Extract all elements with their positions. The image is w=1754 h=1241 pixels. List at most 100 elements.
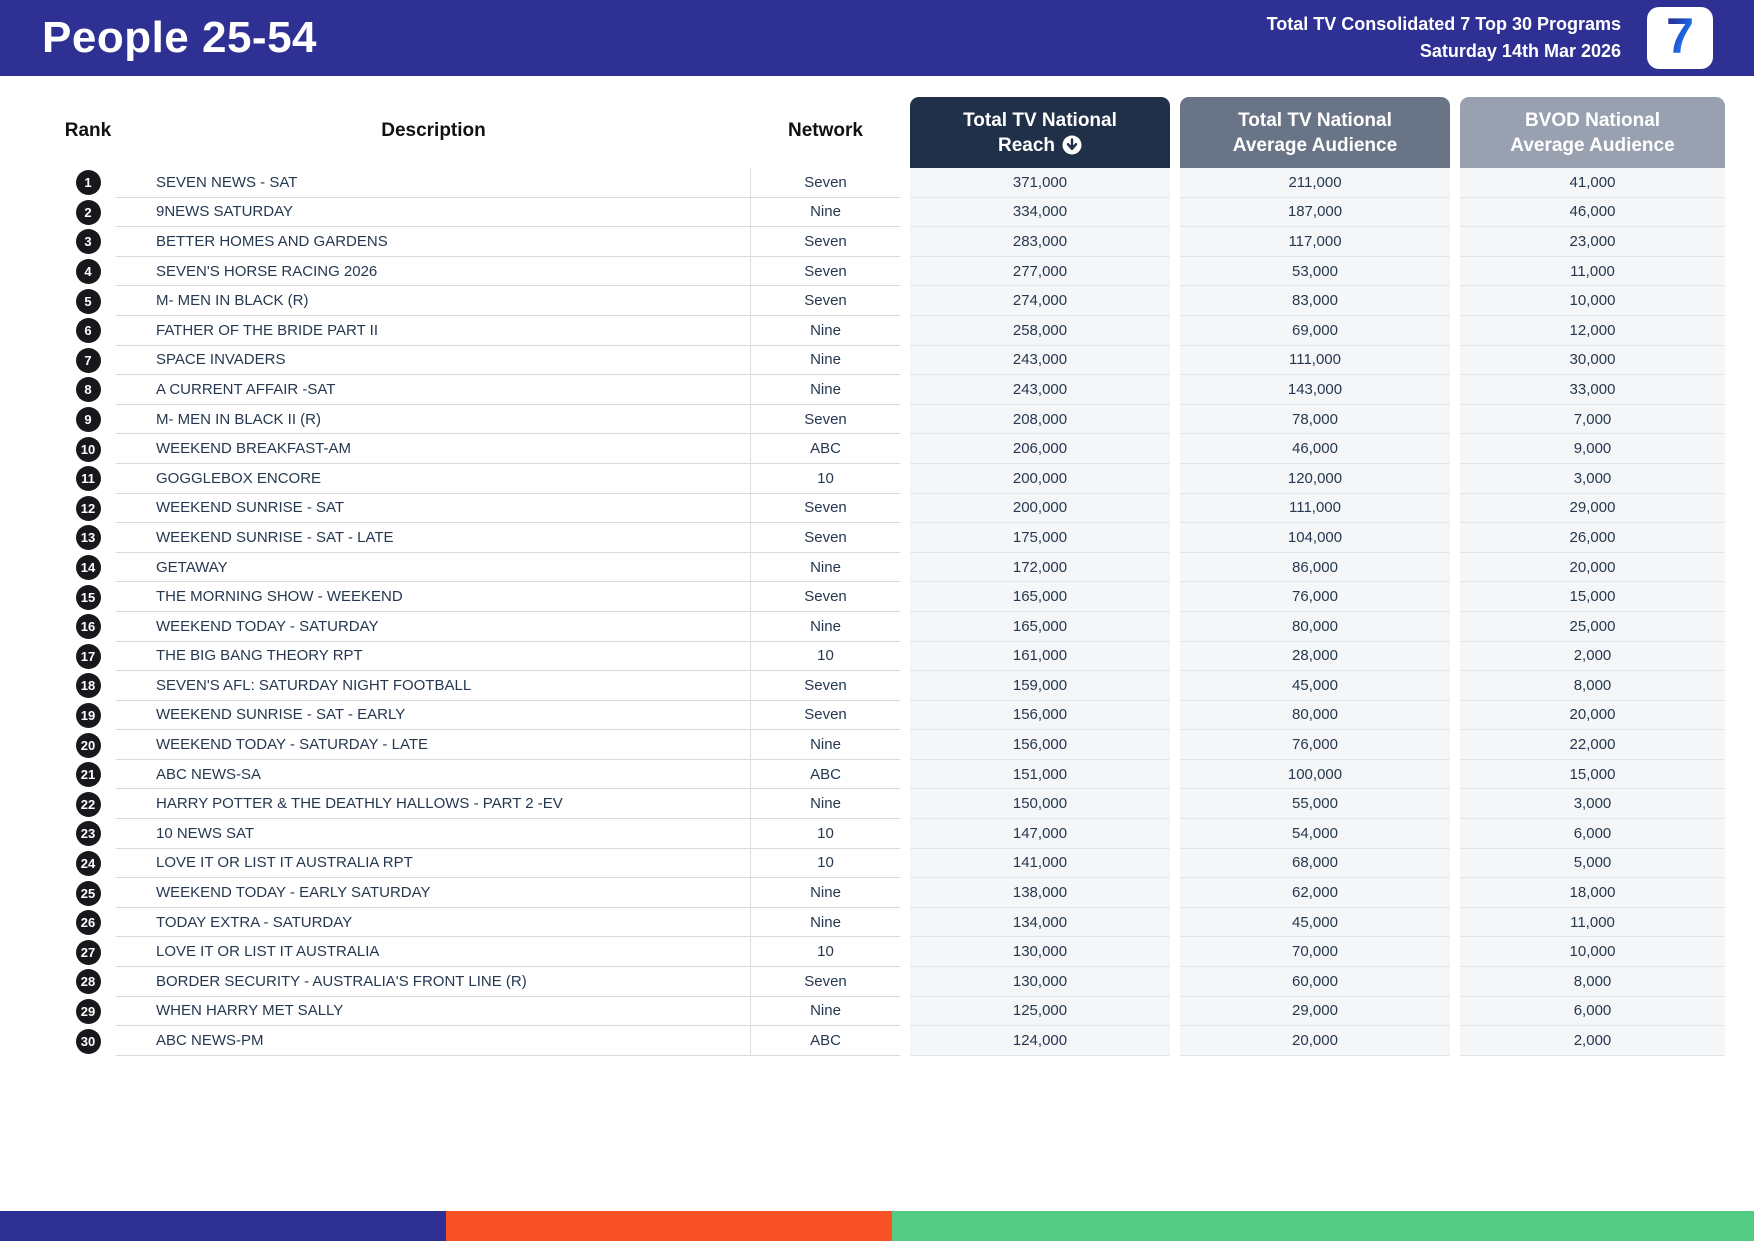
rank-cell: 29: [60, 997, 116, 1027]
row-description: GOGGLEBOX ENCORE: [116, 463, 751, 494]
bvod-cell: 11,000: [1450, 907, 1725, 938]
reach-cell: 277,000: [900, 256, 1170, 287]
column-header-total-tv-reach[interactable]: Total TV National Reach: [910, 97, 1170, 168]
bvod-cell: 23,000: [1450, 227, 1725, 257]
row-avg-value: 53,000: [1180, 256, 1450, 287]
row-reach-value: 124,000: [910, 1026, 1170, 1056]
column-header-description: Description: [381, 120, 486, 141]
rank-cell: 15: [60, 582, 116, 612]
rank-badge: 22: [75, 791, 101, 817]
row-reach-value: 258,000: [910, 315, 1170, 346]
bvod-cell: 6,000: [1450, 819, 1725, 849]
row-description: M- MEN IN BLACK II (R): [116, 404, 751, 435]
rank-badge: 2: [75, 199, 101, 225]
bvod-cell: 41,000: [1450, 168, 1725, 198]
reach-header-line1: Total TV National: [963, 109, 1117, 131]
row-bvod-value: 20,000: [1460, 700, 1725, 731]
row-description: ABC NEWS-SA: [116, 759, 751, 790]
row-avg-value: 62,000: [1180, 878, 1450, 908]
reach-cell: 124,000: [900, 1026, 1170, 1056]
row-bvod-value: 5,000: [1460, 848, 1725, 879]
reach-cell: 258,000: [900, 315, 1170, 346]
rank-badge: 14: [75, 555, 101, 581]
avg-cell: 69,000: [1170, 315, 1450, 346]
bvod-cell: 7,000: [1450, 404, 1725, 435]
row-description: 10 NEWS SAT: [116, 819, 751, 849]
table-row: 20 WEEKEND TODAY - SATURDAY - LATE Nine …: [60, 730, 1725, 760]
row-reach-value: 150,000: [910, 789, 1170, 820]
rank-badge: 8: [75, 377, 101, 403]
row-description: WEEKEND SUNRISE - SAT: [116, 493, 751, 524]
column-header-bvod-cell: BVOD National Average Audience: [1450, 76, 1725, 168]
rank-cell: 2: [60, 198, 116, 228]
bvod-cell: 3,000: [1450, 789, 1725, 820]
row-reach-value: 243,000: [910, 375, 1170, 405]
avg-cell: 45,000: [1170, 907, 1450, 938]
reach-cell: 150,000: [900, 789, 1170, 820]
row-avg-value: 70,000: [1180, 937, 1450, 968]
row-network: 10: [751, 849, 900, 879]
row-description: LOVE IT OR LIST IT AUSTRALIA: [116, 937, 751, 968]
footer-color-bar: [0, 1211, 1754, 1241]
row-reach-value: 200,000: [910, 463, 1170, 494]
row-network: 10: [751, 819, 900, 849]
row-description: SEVEN NEWS - SAT: [116, 168, 751, 198]
rank-cell: 14: [60, 553, 116, 583]
rank-cell: 16: [60, 612, 116, 642]
bvod-cell: 30,000: [1450, 345, 1725, 376]
rank-badge: 26: [75, 910, 101, 936]
bvod-cell: 8,000: [1450, 671, 1725, 701]
reach-cell: 125,000: [900, 996, 1170, 1027]
row-network: Nine: [751, 997, 900, 1027]
rank-cell: 17: [60, 642, 116, 672]
rank-badge: 29: [75, 998, 101, 1024]
bvod-cell: 25,000: [1450, 611, 1725, 642]
avg-cell: 80,000: [1170, 611, 1450, 642]
row-bvod-value: 11,000: [1460, 256, 1725, 287]
bvod-cell: 20,000: [1450, 700, 1725, 731]
rank-badge: 7: [75, 347, 101, 373]
bvod-cell: 15,000: [1450, 582, 1725, 612]
row-reach-value: 371,000: [910, 168, 1170, 198]
reach-cell: 159,000: [900, 671, 1170, 701]
rank-badge: 21: [75, 762, 101, 788]
bvod-cell: 11,000: [1450, 256, 1725, 287]
row-bvod-value: 2,000: [1460, 641, 1725, 672]
row-network: Nine: [751, 789, 900, 820]
reach-cell: 156,000: [900, 730, 1170, 760]
table-row: 29 WHEN HARRY MET SALLY Nine 125,000 29,…: [60, 996, 1725, 1027]
row-description: FATHER OF THE BRIDE PART II: [116, 315, 751, 346]
row-description: WEEKEND TODAY - EARLY SATURDAY: [116, 878, 751, 908]
avg-cell: 117,000: [1170, 227, 1450, 257]
bvod-cell: 18,000: [1450, 878, 1725, 908]
rank-cell: 9: [60, 405, 116, 435]
avg-cell: 76,000: [1170, 582, 1450, 612]
row-network: ABC: [751, 434, 900, 464]
row-avg-value: 100,000: [1180, 759, 1450, 790]
row-description: A CURRENT AFFAIR -SAT: [116, 375, 751, 405]
bvod-cell: 12,000: [1450, 315, 1725, 346]
rank-badge: 13: [75, 525, 101, 551]
table-body: 1 SEVEN NEWS - SAT Seven 371,000 211,000…: [60, 168, 1725, 1056]
bvod-header-line2: Average Audience: [1510, 134, 1675, 156]
row-network: Seven: [751, 701, 900, 731]
rank-badge: 9: [75, 407, 101, 433]
reach-cell: 130,000: [900, 967, 1170, 997]
row-reach-value: 200,000: [910, 493, 1170, 524]
avg-cell: 62,000: [1170, 878, 1450, 908]
avg-cell: 46,000: [1170, 434, 1450, 464]
row-bvod-value: 26,000: [1460, 523, 1725, 553]
bvod-cell: 29,000: [1450, 493, 1725, 524]
table-row: 17 THE BIG BANG THEORY RPT 10 161,000 28…: [60, 641, 1725, 672]
row-description: WEEKEND TODAY - SATURDAY - LATE: [116, 730, 751, 760]
rank-cell: 28: [60, 967, 116, 997]
rank-cell: 4: [60, 257, 116, 287]
column-header-bvod-average: BVOD National Average Audience: [1460, 97, 1725, 168]
avg-cell: 78,000: [1170, 404, 1450, 435]
row-bvod-value: 3,000: [1460, 789, 1725, 820]
row-bvod-value: 33,000: [1460, 375, 1725, 405]
row-avg-value: 54,000: [1180, 819, 1450, 849]
row-avg-value: 111,000: [1180, 493, 1450, 524]
row-avg-value: 76,000: [1180, 730, 1450, 760]
row-bvod-value: 8,000: [1460, 671, 1725, 701]
